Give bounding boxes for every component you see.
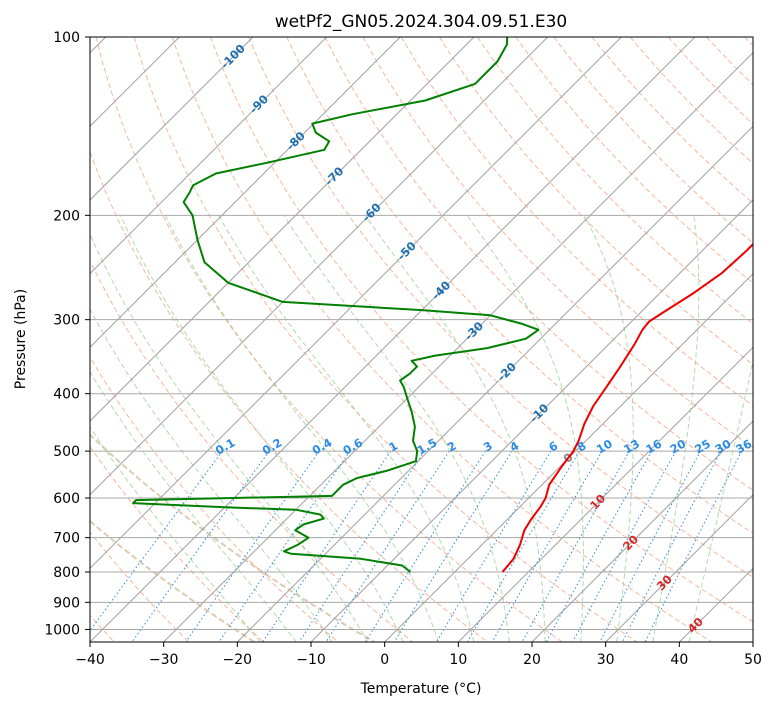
x-tick-label: 40 (670, 652, 688, 668)
skewed-isotherms (90, 37, 753, 642)
isotherm-line (310, 199, 753, 642)
moist-adiabat (90, 426, 261, 642)
x-axis-label: Temperature (°C) (360, 681, 482, 697)
x-tick-label: 30 (597, 652, 615, 668)
pressure-gridlines (90, 37, 753, 630)
moist-adiabat (120, 215, 404, 642)
mixing-ratio-line (521, 450, 630, 642)
dry-adiabat (629, 37, 753, 165)
mixing-ratio-line (364, 450, 486, 642)
x-tick-label: −20 (223, 652, 253, 668)
dry-adiabat (90, 356, 339, 642)
x-tick-label: 20 (523, 652, 541, 668)
mixing-ratio-label: 13 (621, 436, 642, 456)
y-tick-label: 200 (53, 208, 80, 224)
y-tick-label: 700 (53, 531, 80, 547)
dry-adiabat (324, 37, 753, 491)
mixing-ratio-line (131, 450, 270, 642)
mixing-ratio-line (435, 450, 552, 642)
plot-area: -100-90-80-70-60-50-40-30-20-10010203040… (90, 37, 754, 642)
mixing-ratio-label: 30 (713, 436, 734, 456)
x-tick-label: 0 (380, 652, 389, 668)
dry-adiabat (90, 259, 414, 642)
y-tick-label: 300 (53, 313, 80, 329)
isotherm-line (90, 37, 475, 422)
moist-adiabat (652, 215, 700, 642)
mixing-ratio-label: 16 (643, 436, 664, 456)
mixing-ratio-line (185, 450, 320, 642)
isotherm-line (90, 37, 622, 570)
y-tick-label: 1000 (44, 622, 80, 638)
temperature-profile-line (501, 242, 753, 573)
dewpoint-profile-line (132, 37, 540, 573)
dry-adiabat (248, 37, 753, 578)
mixing-ratio-label: 10 (594, 436, 615, 456)
isotherm-line (90, 37, 696, 642)
moist-adiabat (688, 358, 753, 642)
dry-adiabat (400, 37, 753, 407)
isotherm-line (605, 493, 753, 642)
dry-adiabat (90, 445, 264, 642)
y-axis-ticks: 1000 900 800 700 600 500 400 300 200 100 (44, 30, 90, 638)
isotherm-line (531, 420, 753, 642)
dry-adiabat (553, 37, 753, 244)
profile-series (132, 37, 753, 573)
x-tick-label: −10 (296, 652, 326, 668)
isotherm-line (163, 51, 753, 642)
dry-adiabat (133, 37, 638, 642)
x-tick-label: −40 (75, 652, 105, 668)
dry-adiabat (286, 37, 753, 534)
y-tick-label: 400 (53, 387, 80, 403)
moist-adiabat (90, 370, 297, 642)
mixing-ratio-label: 25 (692, 436, 713, 456)
x-axis-ticks: −40 −30 −20 −10 0 10 20 30 40 50 (75, 642, 762, 668)
x-tick-label: 10 (449, 652, 467, 668)
y-tick-label: 100 (53, 30, 80, 46)
y-tick-label: 800 (53, 565, 80, 581)
moist-adiabat (283, 215, 510, 642)
isotherm-line (90, 37, 254, 201)
isotherm-line (90, 37, 549, 496)
isotherm-line (90, 37, 328, 275)
dry-adiabat (210, 37, 753, 623)
isotherm-line (457, 346, 753, 642)
mixing-ratio-line (218, 450, 351, 642)
mixing-ratio-line (621, 450, 722, 642)
dry-adiabat (438, 37, 753, 366)
x-tick-label: −30 (149, 652, 179, 668)
dry-adiabat (95, 37, 563, 642)
y-tick-label: 900 (53, 595, 80, 611)
y-tick-label: 600 (53, 491, 80, 507)
mixing-ratio-line (467, 450, 580, 642)
plot-frame (89, 36, 754, 643)
isotherm-line (236, 125, 753, 642)
moist-adiabat (90, 308, 333, 642)
mixing-ratio-line (572, 450, 677, 642)
chart-title: wetPf2_GN05.2024.304.09.51.E30 (275, 12, 567, 32)
frost-point-curves (90, 433, 375, 642)
mixing-ratio-line (599, 450, 701, 642)
mixing-ratio-lines (90, 450, 743, 642)
mixing-ratio-line (545, 450, 653, 642)
mixing-ratio-line (393, 450, 513, 642)
y-tick-label: 500 (53, 444, 80, 460)
isotherm-line (384, 272, 753, 642)
x-tick-label: 50 (744, 652, 762, 668)
y-axis-label: Pressure (hPa) (13, 289, 29, 389)
dry-adiabat (515, 37, 753, 284)
mixing-ratio-line (491, 450, 603, 642)
moist-adiabat (364, 215, 546, 642)
mixing-ratio-label: 20 (667, 436, 688, 456)
isotherm-line (90, 37, 401, 349)
frost-curve (90, 519, 256, 642)
dry-adiabat (171, 37, 712, 642)
mixing-ratio-label: 36 (733, 436, 754, 456)
